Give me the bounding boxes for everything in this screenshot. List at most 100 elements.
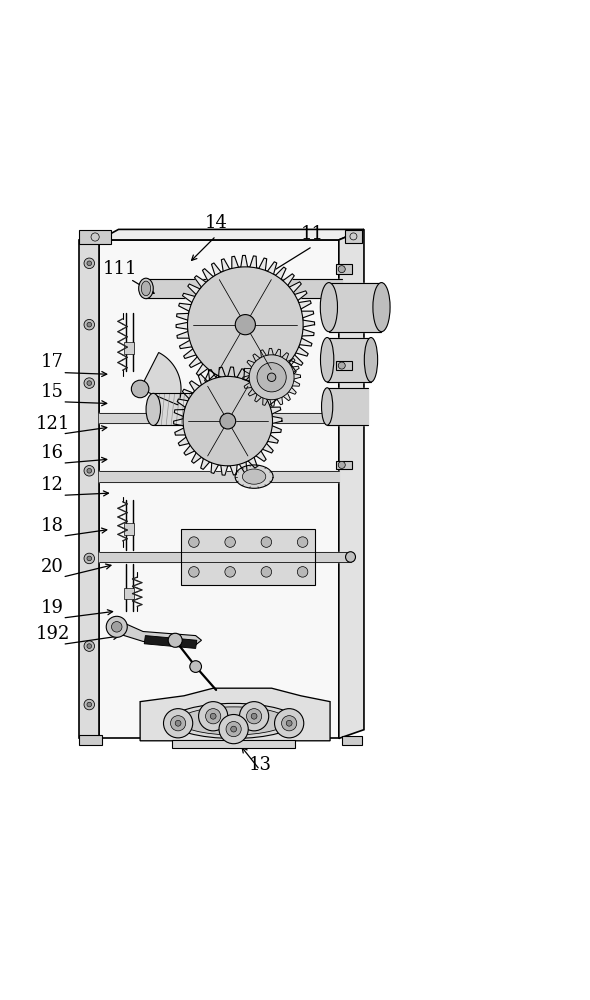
Circle shape [286, 720, 292, 726]
Circle shape [188, 267, 303, 382]
Circle shape [261, 537, 271, 547]
Bar [181, 529, 316, 585]
Text: 17: 17 [41, 353, 64, 371]
Bar [78, 735, 102, 745]
Circle shape [84, 466, 94, 476]
Circle shape [274, 709, 304, 738]
Circle shape [338, 461, 345, 468]
Circle shape [240, 702, 268, 731]
Circle shape [175, 720, 181, 726]
Bar [336, 361, 352, 370]
Ellipse shape [141, 281, 150, 296]
Circle shape [297, 537, 308, 547]
Circle shape [267, 373, 276, 381]
Bar [78, 230, 111, 244]
Circle shape [338, 266, 345, 273]
Circle shape [163, 709, 193, 738]
Circle shape [225, 537, 235, 547]
Text: 16: 16 [41, 444, 64, 462]
Text: 11: 11 [301, 225, 324, 243]
Circle shape [183, 376, 273, 466]
Ellipse shape [322, 388, 333, 425]
Text: 13: 13 [248, 756, 271, 774]
Text: 19: 19 [41, 599, 64, 617]
Circle shape [189, 567, 199, 577]
Circle shape [84, 699, 94, 710]
Text: 14: 14 [205, 214, 228, 232]
Bar [342, 736, 362, 745]
Polygon shape [144, 636, 197, 648]
Circle shape [168, 633, 182, 647]
Circle shape [171, 716, 186, 731]
Bar [124, 523, 135, 535]
Polygon shape [140, 688, 330, 741]
Circle shape [219, 714, 248, 744]
Polygon shape [140, 352, 181, 405]
Bar [345, 230, 362, 243]
Circle shape [199, 702, 228, 731]
Circle shape [87, 381, 91, 385]
Polygon shape [78, 240, 99, 738]
Circle shape [297, 567, 308, 577]
Circle shape [281, 716, 297, 731]
Circle shape [84, 378, 94, 388]
Polygon shape [242, 348, 300, 406]
Circle shape [132, 380, 149, 398]
Ellipse shape [320, 338, 334, 382]
Circle shape [87, 644, 91, 648]
Circle shape [226, 722, 241, 737]
Polygon shape [99, 240, 339, 738]
Ellipse shape [139, 278, 153, 299]
Polygon shape [117, 620, 202, 645]
Text: 121: 121 [35, 415, 70, 433]
Text: 12: 12 [41, 476, 64, 494]
Ellipse shape [202, 393, 216, 425]
Polygon shape [176, 255, 314, 394]
Bar [124, 342, 135, 354]
Circle shape [106, 616, 127, 637]
Polygon shape [173, 367, 282, 475]
Ellipse shape [179, 707, 288, 735]
Text: 15: 15 [41, 383, 64, 401]
Circle shape [112, 622, 122, 632]
Text: 111: 111 [103, 260, 137, 278]
Circle shape [87, 556, 91, 561]
Text: 192: 192 [35, 625, 70, 643]
Circle shape [235, 315, 255, 335]
Text: 18: 18 [41, 517, 64, 535]
Circle shape [87, 261, 91, 266]
Ellipse shape [364, 338, 378, 382]
Circle shape [205, 709, 221, 724]
Ellipse shape [320, 283, 337, 332]
Circle shape [189, 537, 199, 547]
Ellipse shape [171, 703, 296, 738]
Circle shape [338, 362, 345, 369]
Circle shape [231, 726, 237, 732]
Circle shape [210, 713, 216, 719]
Bar [336, 461, 352, 469]
Circle shape [87, 322, 91, 327]
Ellipse shape [242, 469, 266, 484]
Polygon shape [339, 229, 364, 738]
Circle shape [84, 641, 94, 651]
Bar [336, 264, 352, 274]
Polygon shape [172, 740, 295, 748]
Circle shape [249, 355, 294, 400]
Ellipse shape [235, 465, 273, 488]
Circle shape [225, 567, 235, 577]
Circle shape [84, 553, 94, 564]
Circle shape [190, 661, 202, 672]
Text: 20: 20 [41, 558, 64, 576]
Circle shape [261, 567, 271, 577]
Circle shape [220, 413, 235, 429]
Circle shape [84, 319, 94, 330]
Ellipse shape [373, 283, 390, 332]
Circle shape [87, 468, 91, 473]
Polygon shape [99, 229, 364, 240]
Circle shape [257, 363, 286, 392]
Circle shape [247, 709, 262, 724]
Circle shape [87, 702, 91, 707]
Circle shape [251, 713, 257, 719]
Bar [124, 588, 135, 599]
Ellipse shape [346, 552, 356, 562]
